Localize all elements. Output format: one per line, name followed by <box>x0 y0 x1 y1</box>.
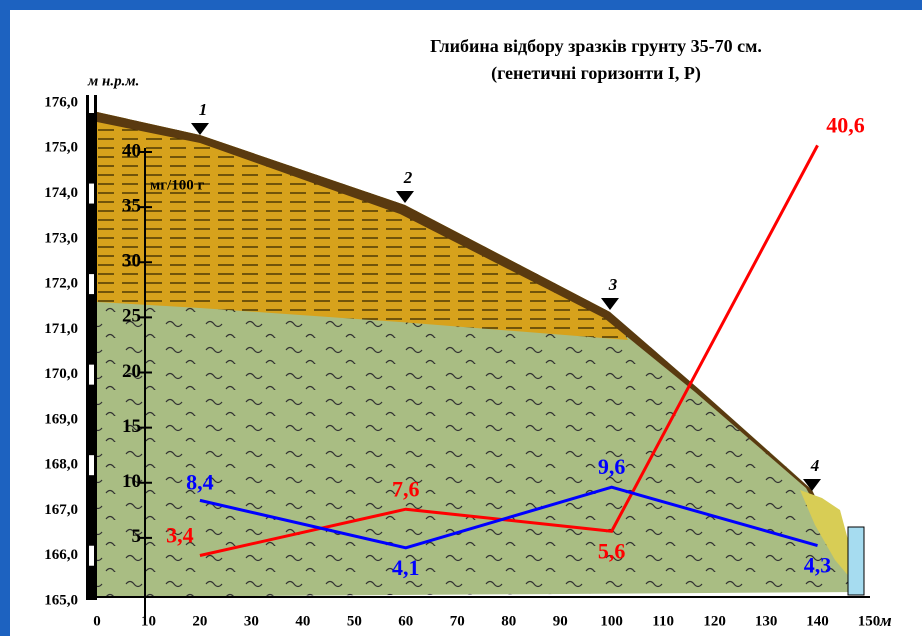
y2-tick-label: 25 <box>122 306 141 327</box>
sample-label: 4 <box>810 456 820 475</box>
y-tick <box>89 274 94 294</box>
y2-tick-label: 5 <box>132 526 142 547</box>
x-tick-label: 130 <box>755 613 778 629</box>
y-tick <box>89 184 94 204</box>
y-tick-label: 166,0 <box>44 547 78 563</box>
x-tick-label: 80 <box>501 613 516 629</box>
value-label: 4,1 <box>392 555 420 580</box>
y-tick-label: 173,0 <box>44 230 78 246</box>
y-tick-label: 175,0 <box>44 140 78 156</box>
x-tick-label: 70 <box>450 613 465 629</box>
sample-label: 3 <box>608 275 618 294</box>
x-tick-label: 120 <box>703 613 726 629</box>
x-label: м <box>879 611 892 630</box>
y-label: м н.р.м. <box>87 73 139 89</box>
x-tick-label: 10 <box>141 613 156 629</box>
x-tick-label: 90 <box>553 613 568 629</box>
y-tick <box>89 93 94 113</box>
y-tick-label: 167,0 <box>44 502 78 518</box>
y2-tick-label: 20 <box>122 361 141 382</box>
chart: Глибина відбору зразків грунту 35-70 см.… <box>0 0 922 636</box>
x-tick-label: 150 <box>858 613 881 629</box>
value-label: 3,4 <box>166 523 194 548</box>
y-tick <box>89 365 94 385</box>
sample-label: 2 <box>403 168 413 187</box>
x-tick-label: 20 <box>192 613 207 629</box>
y2-tick-label: 40 <box>122 140 141 161</box>
y-tick <box>89 546 94 566</box>
y2-tick-label: 15 <box>122 416 141 437</box>
value-label: 40,6 <box>826 112 865 137</box>
x-tick-label: 110 <box>652 613 674 629</box>
y-tick-label: 168,0 <box>44 457 78 473</box>
x-tick-label: 0 <box>93 613 101 629</box>
x-tick-label: 30 <box>244 613 259 629</box>
x-tick-label: 100 <box>600 613 623 629</box>
page: {"chart_data":{"type":"line","title":"Гл… <box>0 0 922 636</box>
y-tick-label: 165,0 <box>44 592 78 608</box>
y-tick-label: 170,0 <box>44 366 78 382</box>
y-tick-label: 176,0 <box>44 94 78 110</box>
y-tick-label: 174,0 <box>44 185 78 201</box>
value-label: 7,6 <box>392 476 420 501</box>
value-label: 8,4 <box>186 469 214 494</box>
value-label: 9,6 <box>598 454 626 479</box>
subtitle: (генетичні горизонти І, Р) <box>491 63 701 84</box>
value-label: 4,3 <box>804 553 832 578</box>
x-tick-label: 60 <box>398 613 413 629</box>
y-tick-label: 172,0 <box>44 276 78 292</box>
y-tick-label: 171,0 <box>44 321 78 337</box>
x-tick-label: 40 <box>295 613 310 629</box>
y-axis-bar <box>86 95 97 600</box>
title: Глибина відбору зразків грунту 35-70 см. <box>430 36 762 56</box>
sample-label: 1 <box>199 100 208 119</box>
y-tick <box>89 455 94 475</box>
y2-tick-label: 30 <box>122 251 141 272</box>
x-tick-label: 50 <box>347 613 362 629</box>
y2-tick-label: 10 <box>122 471 141 492</box>
water <box>848 527 864 595</box>
y-tick-label: 169,0 <box>44 411 78 427</box>
y2-label: мг/100 г <box>150 177 204 193</box>
y2-tick-label: 35 <box>122 195 141 216</box>
value-label: 5,6 <box>598 538 626 563</box>
x-tick-label: 140 <box>806 613 829 629</box>
